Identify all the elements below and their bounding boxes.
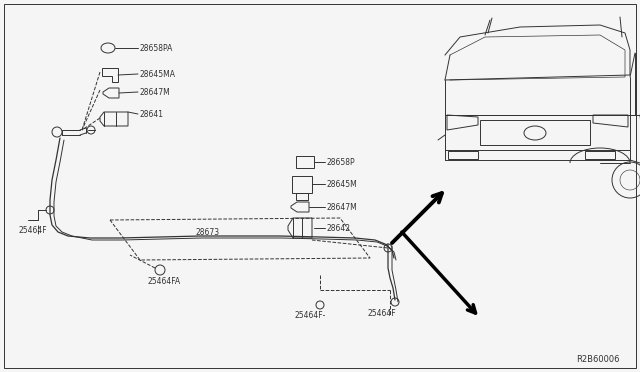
Text: 28645MA: 28645MA <box>140 70 176 78</box>
Text: 28647M: 28647M <box>140 87 171 96</box>
Text: 25464FA: 25464FA <box>148 278 181 286</box>
Bar <box>296 193 308 200</box>
Text: 28673: 28673 <box>195 228 219 237</box>
Bar <box>448 151 478 159</box>
Bar <box>585 151 615 159</box>
Text: 25464F: 25464F <box>368 308 396 317</box>
Text: 28658P: 28658P <box>327 157 356 167</box>
Text: 28641: 28641 <box>140 109 164 119</box>
Text: 28647M: 28647M <box>327 202 358 212</box>
Text: 28642: 28642 <box>327 224 351 232</box>
Bar <box>292 176 312 193</box>
Text: 25464F-: 25464F- <box>294 311 326 321</box>
Text: R2B60006: R2B60006 <box>577 356 620 365</box>
Text: 28645M: 28645M <box>327 180 358 189</box>
Text: 25464F: 25464F <box>18 225 47 234</box>
Bar <box>480 120 590 145</box>
Bar <box>296 156 314 168</box>
Text: 28658PA: 28658PA <box>140 44 173 52</box>
Circle shape <box>87 126 95 134</box>
